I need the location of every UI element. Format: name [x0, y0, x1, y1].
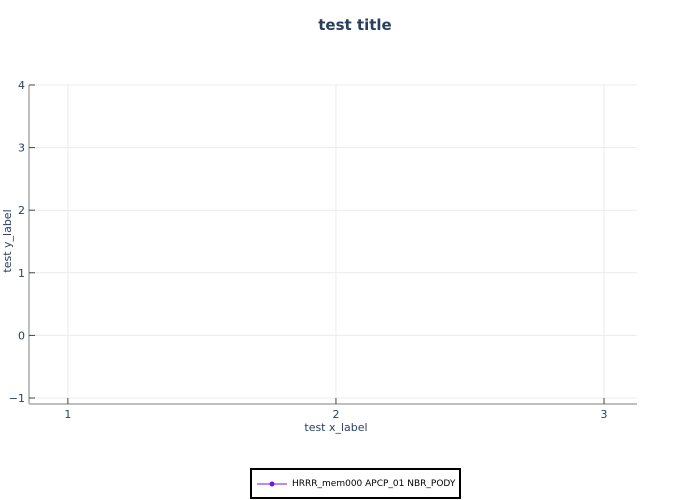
- y-tick-label: −1: [9, 392, 25, 405]
- legend: HRRR_mem000 APCP_01 NBR_PODY: [250, 468, 461, 499]
- y-axis-label: test y_label: [1, 209, 14, 272]
- legend-item-label[interactable]: HRRR_mem000 APCP_01 NBR_PODY: [292, 478, 456, 489]
- x-tick-label: 1: [64, 408, 71, 421]
- legend-swatch: [257, 479, 287, 489]
- x-axis-label: test x_label: [304, 421, 367, 434]
- y-tick-label: 4: [18, 79, 25, 92]
- x-tick-label: 2: [332, 408, 339, 421]
- y-tick-label: 2: [18, 204, 25, 217]
- chart-title: test title: [318, 16, 392, 34]
- x-tick-label: 3: [601, 408, 608, 421]
- y-tick-label: 1: [18, 267, 25, 280]
- y-tick-label: 3: [18, 142, 25, 155]
- y-tick-label: 0: [18, 329, 25, 342]
